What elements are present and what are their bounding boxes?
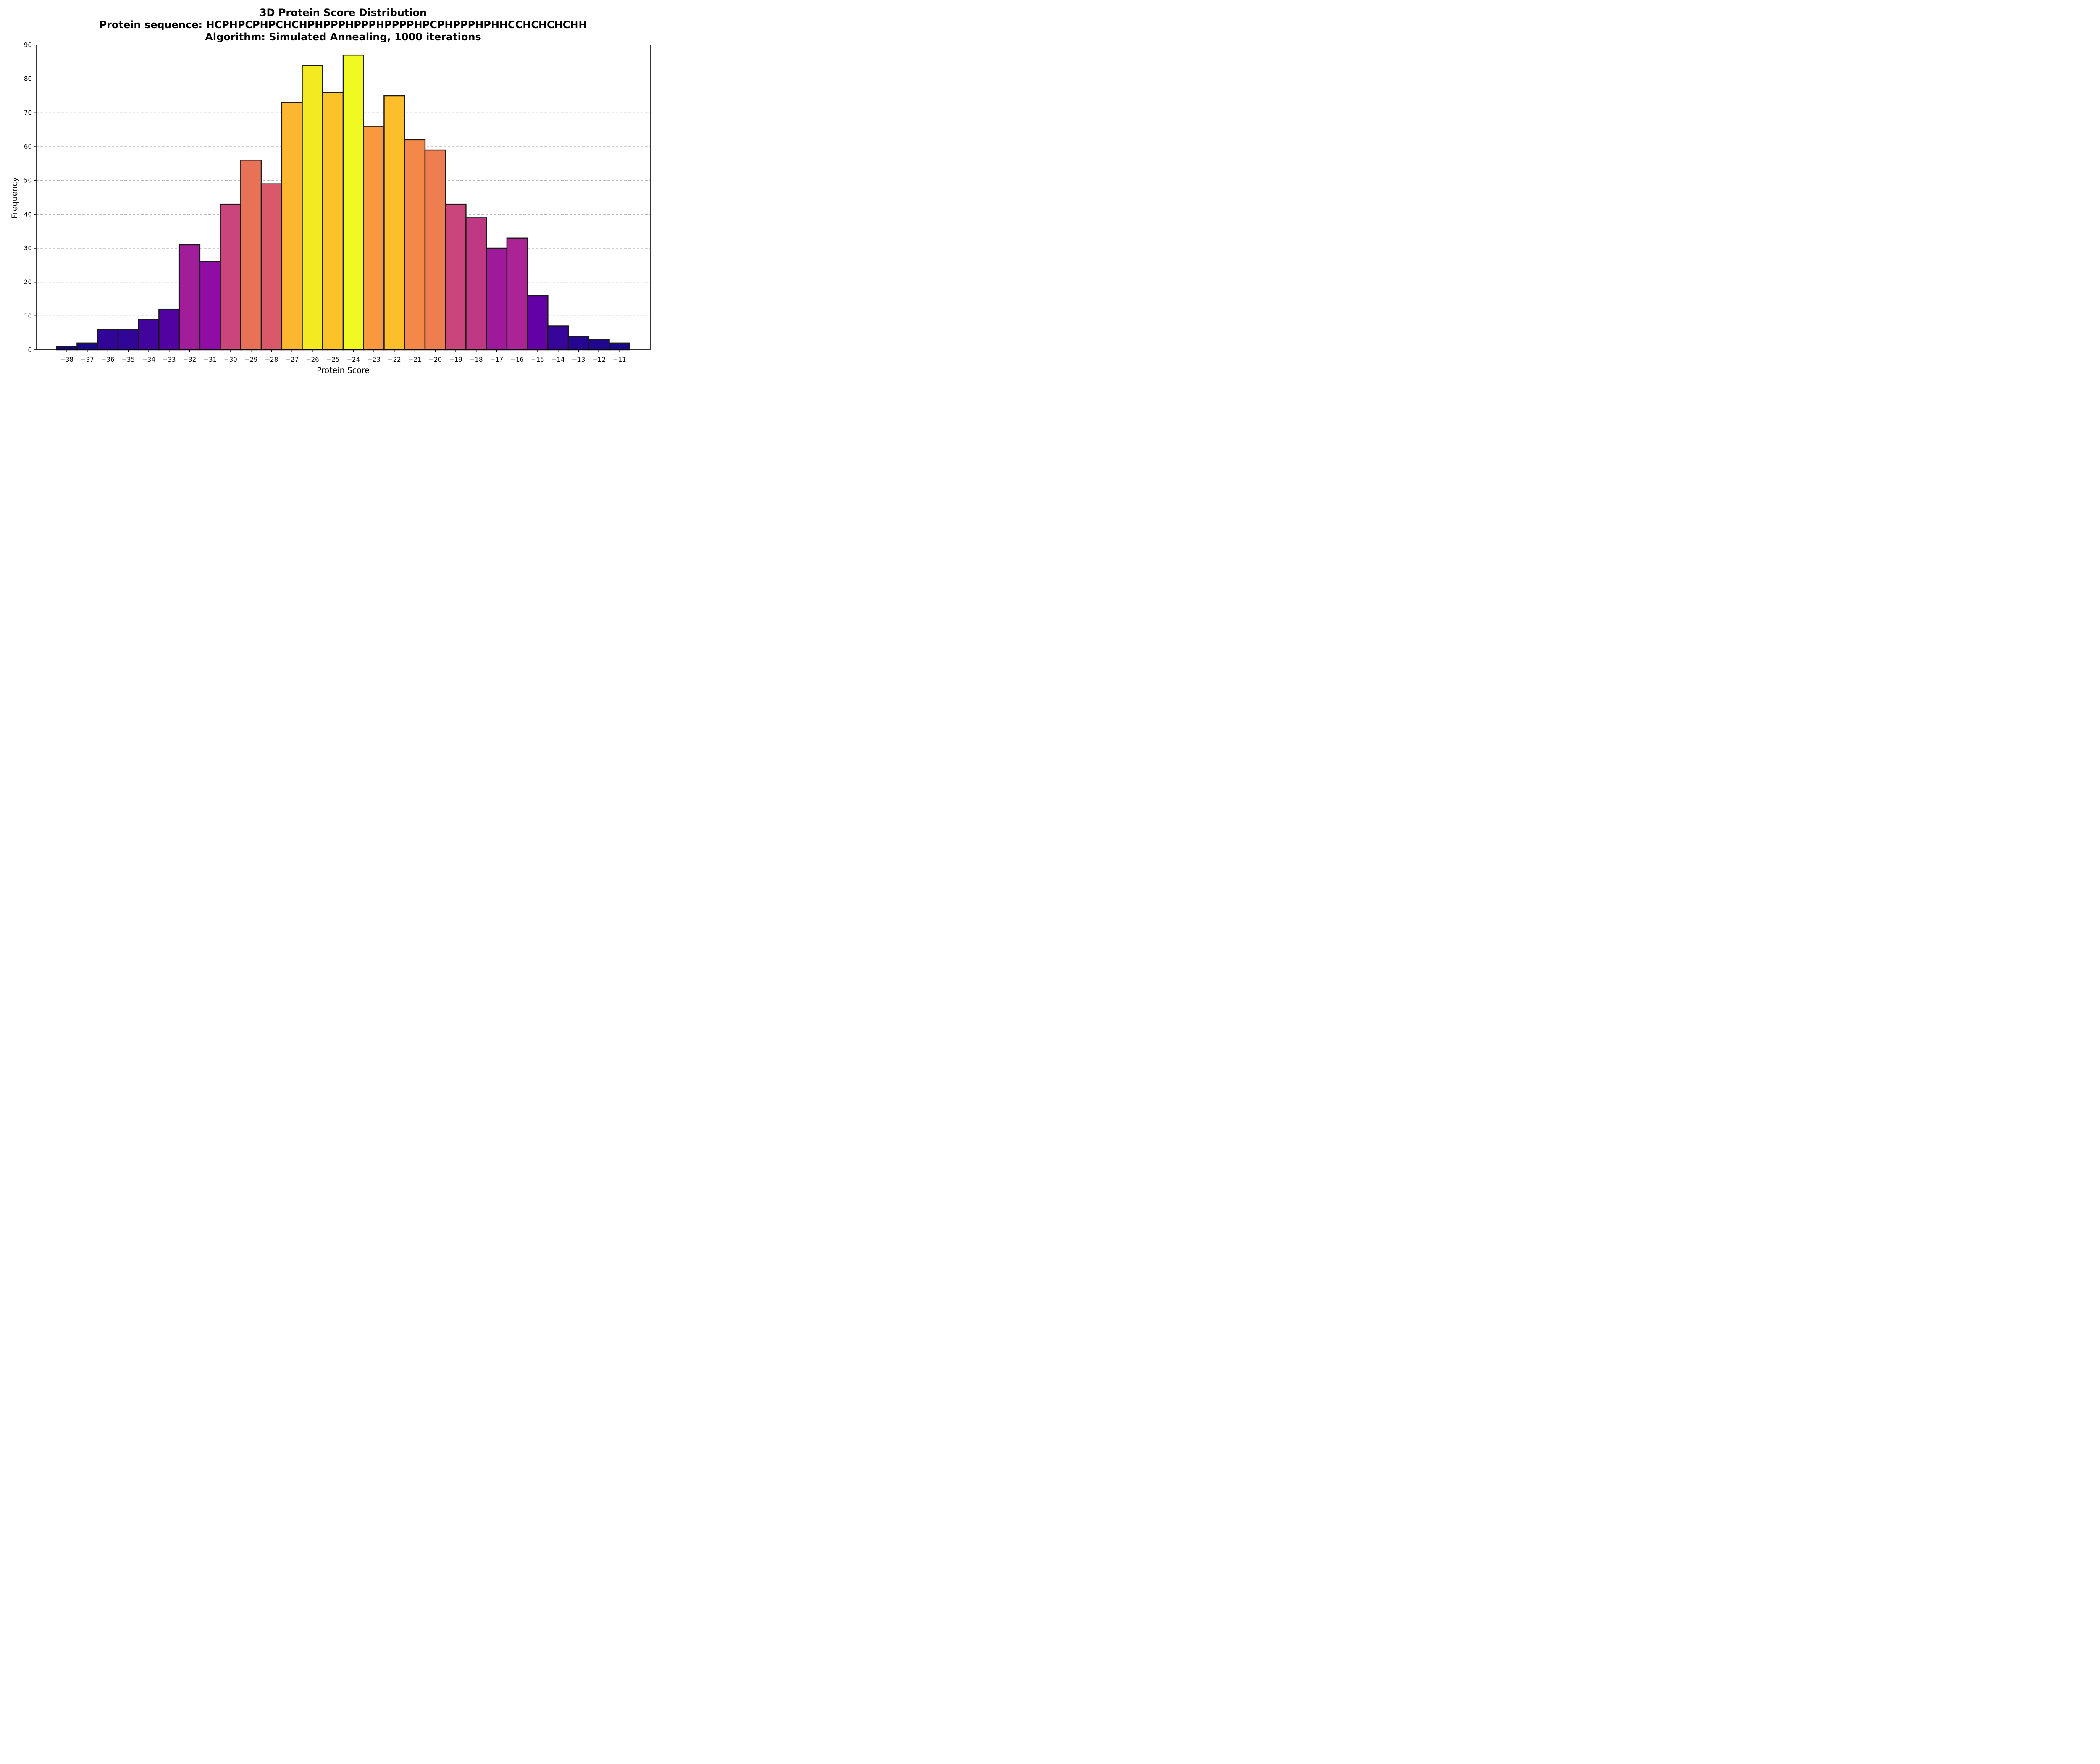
x-tick-label: −13	[572, 356, 585, 363]
chart-title: 3D Protein Score Distribution Protein se…	[99, 7, 587, 43]
y-tick-label: 40	[24, 210, 32, 218]
x-tick-label: −20	[428, 356, 442, 363]
histogram-bar	[486, 247, 508, 351]
histogram-bar	[260, 183, 283, 351]
x-tick-label: −31	[203, 356, 217, 363]
histogram-bar	[240, 160, 262, 351]
chart-title-line-2: Protein sequence: HCPHPCPHPCHCHPHPPPHPPP…	[99, 19, 587, 31]
y-tick-label: 0	[28, 346, 32, 354]
x-tick-label: −12	[592, 356, 606, 363]
x-tick-label: −34	[142, 356, 155, 363]
x-tick-label: −17	[490, 356, 504, 363]
histogram-bar	[178, 244, 201, 351]
x-tick-label: −32	[183, 356, 197, 363]
histogram-bar	[322, 92, 344, 351]
x-tick-label: −15	[531, 356, 544, 363]
histogram-bar	[506, 237, 528, 351]
x-tick-label: −27	[285, 356, 299, 363]
y-tick-label: 80	[24, 75, 32, 83]
histogram-bar	[56, 346, 78, 351]
histogram-bars	[56, 54, 630, 351]
x-tick-label: −35	[121, 356, 135, 363]
histogram-bar	[424, 149, 446, 351]
histogram-bar	[383, 95, 405, 351]
x-tick-label: −29	[244, 356, 258, 363]
x-tick-label: −18	[470, 356, 483, 363]
y-tick-label: 30	[24, 244, 32, 252]
x-tick-label: −21	[408, 356, 422, 363]
histogram-bar	[302, 65, 323, 351]
y-tick-label: 10	[24, 312, 32, 320]
plot-area-frame	[36, 45, 651, 350]
chart-title-line-3: Algorithm: Simulated Annealing, 1000 ite…	[205, 31, 481, 43]
y-axis-label: Frequency	[10, 177, 19, 218]
histogram-bar	[97, 329, 119, 351]
histogram-bar	[158, 308, 180, 351]
histogram-bar	[117, 329, 139, 351]
histogram-chart: 3D Protein Score Distribution Protein se…	[10, 7, 651, 375]
x-tick-label: −28	[265, 356, 278, 363]
histogram-bar	[567, 336, 590, 351]
y-tick-label: 60	[24, 143, 32, 150]
histogram-bar	[609, 342, 630, 351]
histogram-bar	[342, 54, 364, 351]
x-tick-label: −38	[60, 356, 74, 363]
y-tick-label: 70	[24, 109, 32, 116]
x-tick-label: −36	[101, 356, 115, 363]
chart-title-line-1: 3D Protein Score Distribution	[260, 7, 427, 18]
x-tick-label: −33	[163, 356, 176, 363]
histogram-bar	[199, 261, 221, 351]
x-tick-label: −37	[81, 356, 94, 363]
histogram-bar	[76, 342, 98, 351]
histogram-bar	[363, 126, 385, 351]
x-tick-label: −11	[613, 356, 626, 363]
y-tick-label: 50	[24, 177, 32, 184]
histogram-bar	[281, 102, 303, 351]
histogram-bar	[138, 319, 160, 351]
y-tick-label: 90	[24, 41, 32, 49]
x-tick-label: −19	[449, 356, 462, 363]
x-axis-ticks: −38 −37 −36 −35 −34 −33 −32 −31 −30 −29 −28 −27 −26−…	[60, 350, 626, 363]
x-tick-label: −30	[224, 356, 237, 363]
x-tick-label: −22	[388, 356, 401, 363]
x-tick-label: −23	[367, 356, 381, 363]
x-axis-label: Protein Score	[317, 366, 370, 375]
histogram-bar	[220, 203, 242, 351]
histogram-bar	[445, 203, 467, 351]
y-tick-label: 20	[24, 278, 32, 286]
histogram-bar	[527, 295, 549, 351]
x-tick-label: −24	[347, 356, 360, 363]
x-tick-label: −14	[551, 356, 565, 363]
histogram-bar	[547, 326, 569, 351]
histogram-bar	[588, 339, 610, 351]
y-axis-ticks: 0 10 20 30 40 50 60 70 80 90	[24, 41, 36, 354]
x-tick-label: −25	[326, 356, 340, 363]
x-tick-label: −26	[306, 356, 319, 363]
histogram-bar	[465, 217, 487, 351]
histogram-bar	[404, 139, 426, 351]
x-tick-label: −16	[510, 356, 524, 363]
